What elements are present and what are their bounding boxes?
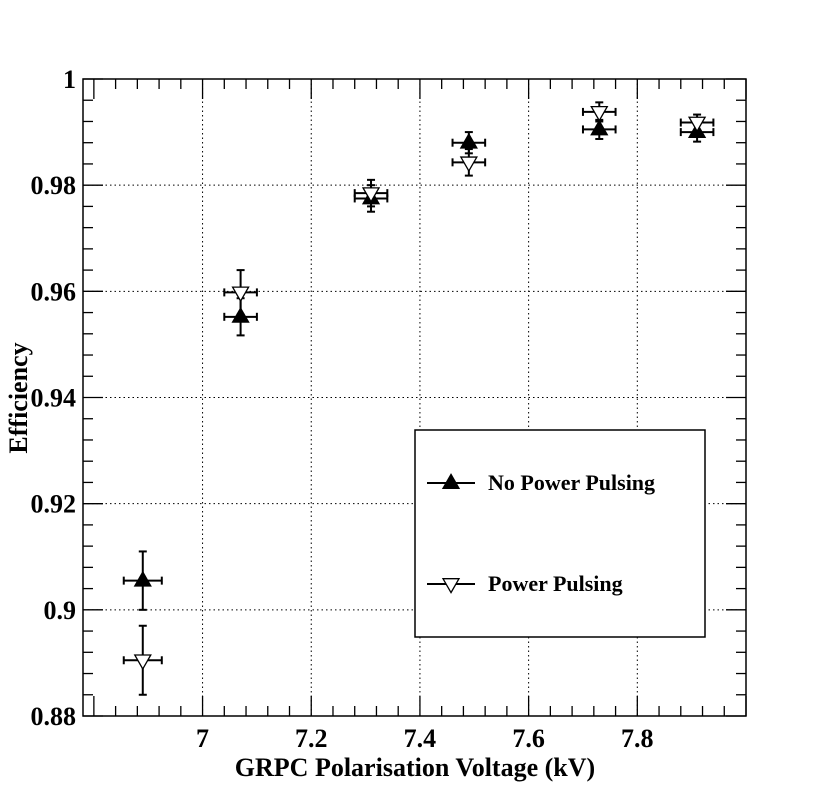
legend-entry-0: No Power Pulsing	[427, 470, 655, 495]
data-series	[122, 101, 715, 696]
open-triangle-marker	[133, 654, 152, 671]
y-tick-label-5: 0.98	[31, 171, 77, 200]
filled-triangle-marker	[459, 132, 478, 149]
legend-entry-1: Power Pulsing	[427, 571, 623, 596]
y-axis-title: Efficiency	[4, 342, 33, 453]
y-tick-label-6: 1	[63, 65, 76, 94]
open-triangle-marker	[590, 105, 609, 122]
data-point	[679, 113, 715, 133]
legend-filled-triangle-marker	[441, 473, 461, 489]
legend: No Power Pulsing Power Pulsing	[414, 429, 706, 638]
data-point	[581, 118, 617, 140]
x-tick-label-1: 7.2	[295, 724, 328, 753]
x-tick-label-3: 7.6	[512, 724, 545, 753]
data-point	[122, 624, 163, 696]
y-tick-label-4: 0.96	[31, 277, 77, 306]
y-tick-label-0: 0.88	[31, 702, 77, 731]
y-tick-label-1: 0.9	[44, 596, 77, 625]
data-point	[353, 178, 389, 208]
data-point	[581, 101, 617, 123]
legend-label: Power Pulsing	[488, 571, 623, 596]
open-triangle-marker	[687, 116, 707, 133]
data-point	[122, 550, 163, 611]
x-axis-title: GRPC Polarisation Voltage (kV)	[235, 753, 595, 782]
legend-box	[414, 429, 706, 638]
data-point	[451, 148, 487, 177]
filled-triangle-marker	[590, 119, 609, 136]
legend-open-triangle-marker	[441, 578, 461, 594]
x-tick-label-2: 7.4	[404, 724, 437, 753]
open-triangle-marker	[361, 187, 381, 204]
open-triangle-marker	[231, 286, 250, 303]
filled-triangle-marker	[133, 570, 152, 587]
y-tick-label-3: 0.94	[31, 384, 77, 413]
legend-label: No Power Pulsing	[488, 470, 655, 495]
x-tick-label-4: 7.8	[621, 724, 654, 753]
axis-ticks	[83, 78, 747, 717]
y-tick-label-2: 0.92	[31, 490, 77, 519]
tick-labels: 7 7.2 7.4 7.6 7.8 0.88 0.9 0.92 0.94 0.96 0.98 1	[31, 65, 654, 753]
x-tick-label-0: 7	[196, 724, 209, 753]
series-1	[122, 101, 715, 696]
data-point	[223, 269, 258, 316]
open-triangle-marker	[459, 156, 478, 173]
